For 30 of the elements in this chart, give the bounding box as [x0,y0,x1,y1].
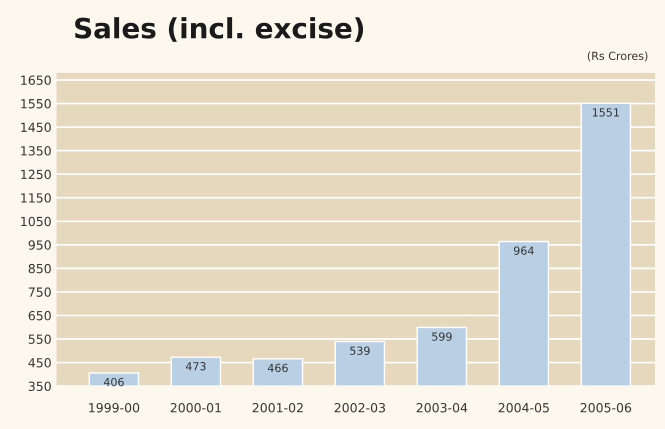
y-tick-label: 1450 [21,122,51,132]
chart-title: Sales (incl. excise) [75,17,364,42]
data-label: 1551 [592,108,619,117]
y-tick-label: 550 [28,334,51,344]
data-label: 473 [186,362,206,370]
text: (Rs Crores) [588,51,648,62]
x-tick-label: 2003-04 [416,402,468,412]
y-tick-label: 850 [28,264,51,274]
x-tick-label: 2005-06 [580,402,632,412]
data-label: 466 [268,364,288,372]
x-tick-label: 2002-03 [334,402,385,412]
y-tick-label: 1550 [21,99,51,108]
y-tick-label: 950 [28,240,51,250]
data-label: 406 [104,378,124,386]
y-tick-label: 350 [28,382,51,392]
y-tick-label: 1350 [21,146,51,156]
x-tick-label: 2004-05 [498,402,549,412]
data-label: 964 [514,246,534,255]
y-tick-label: 1050 [21,216,51,226]
x-tick-label: 1999-00 [89,402,140,412]
x-tick-label: 2000-01 [170,402,221,412]
y-tick-label: 650 [28,310,51,320]
data-label: 539 [350,346,370,355]
y-tick-label: 1250 [21,170,51,180]
y-tick-label: 1650 [21,75,51,85]
y-tick-label: 1150 [21,193,51,203]
data-label: 599 [432,332,452,341]
y-tick-label: 450 [28,358,51,368]
x-tick-label: 2001-02 [252,402,303,412]
y-tick-label: 750 [28,287,51,297]
